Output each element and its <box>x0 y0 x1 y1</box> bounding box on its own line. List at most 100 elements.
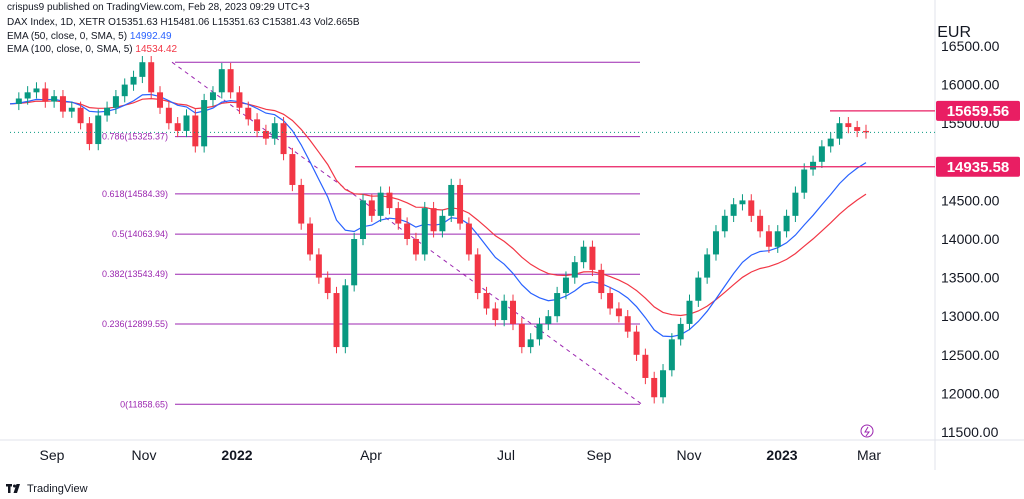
candle-body <box>474 254 481 294</box>
candle-body <box>333 293 340 348</box>
candle-body <box>421 208 428 255</box>
candle-body <box>104 107 111 116</box>
candle-body <box>642 354 649 378</box>
candle-body <box>704 254 711 278</box>
candle-body <box>59 96 66 112</box>
x-tick-label: Sep <box>40 447 65 463</box>
x-tick-label: Jul <box>497 447 515 463</box>
fib-level-label: 0.618(14584.39) <box>102 189 168 199</box>
candle-body <box>218 69 225 93</box>
candle-body <box>227 69 234 93</box>
candle-body <box>439 215 446 232</box>
fib-level-label: 0.236(12899.55) <box>102 319 168 329</box>
y-tick-label: 12500.00 <box>941 347 1000 363</box>
candle-body <box>377 192 384 216</box>
candle-body <box>827 138 834 147</box>
candle-body <box>510 300 517 324</box>
candle-body <box>24 92 31 99</box>
candle-body <box>430 208 437 232</box>
y-tick-label: 12000.00 <box>941 385 1000 401</box>
candle-body <box>148 62 155 93</box>
ema100-label: EMA (100, close, 0, SMA, 5) <box>7 44 133 55</box>
fib-level-label: 0.382(13543.49) <box>102 269 168 279</box>
candle-body <box>412 239 419 255</box>
candle-body <box>677 323 684 340</box>
candle-body <box>15 98 22 104</box>
candle-body <box>589 246 596 270</box>
candle-body <box>598 269 605 294</box>
fib-level-label: 0.5(14063.94) <box>112 229 168 239</box>
candle-body <box>712 231 719 255</box>
candle-body <box>33 88 40 93</box>
candle-body <box>192 115 199 147</box>
footer: TradingView <box>6 483 88 495</box>
candle-body <box>130 76 137 85</box>
x-tick-label: 2023 <box>766 447 797 463</box>
candle-body <box>580 246 587 263</box>
candle-body <box>183 115 190 131</box>
candle-body <box>774 231 781 247</box>
y-tick-label: 13500.00 <box>941 270 1000 286</box>
x-tick-label: Apr <box>360 447 382 463</box>
candle-body <box>457 184 464 224</box>
candle-body <box>624 316 631 332</box>
y-tick-label: 14500.00 <box>941 192 1000 208</box>
candle-body <box>633 331 640 355</box>
candle-body <box>483 293 490 309</box>
candle-body <box>545 316 552 324</box>
candle-body <box>492 308 499 321</box>
candle-body <box>765 231 772 247</box>
candle-body <box>554 293 561 317</box>
candle-body <box>660 370 667 398</box>
candle-body <box>201 100 208 147</box>
candle-body <box>368 200 375 216</box>
candle-body <box>342 285 349 348</box>
candle-body <box>615 308 622 317</box>
candle-body <box>68 107 75 112</box>
candle-body <box>298 184 305 224</box>
candle-body <box>51 96 58 102</box>
candle-body <box>818 146 825 162</box>
y-tick-label: 11500.00 <box>941 424 999 440</box>
y-tick-label: 14000.00 <box>941 231 1000 247</box>
candle-body <box>271 123 278 139</box>
ohlc-values: O15351.63 H15481.06 L15351.63 C15381.43 … <box>108 17 360 28</box>
candle-body <box>254 119 261 131</box>
candle-body <box>386 192 393 209</box>
candle-body <box>139 62 146 77</box>
candle-body <box>651 377 658 398</box>
candle-body <box>695 277 702 301</box>
event-marker-icon <box>860 424 874 438</box>
ema50-label: EMA (50, close, 0, SMA, 5) <box>7 31 128 42</box>
y-tick-label: 13000.00 <box>941 308 1000 324</box>
price-tag-box <box>936 100 1020 121</box>
candle-body <box>748 200 755 216</box>
candle-body <box>165 107 172 124</box>
candle-body <box>42 88 49 102</box>
candle-body <box>280 123 287 155</box>
price-tag-label: 15659.56 <box>947 103 1010 120</box>
candle-body <box>121 84 128 97</box>
symbol-legend: DAX Index, 1D, XETR O15351.63 H15481.06 … <box>7 17 359 28</box>
fib-level-label: 0(11858.65) <box>120 399 168 409</box>
publish-info: crispus9 published on TradingView.com, F… <box>7 2 310 13</box>
candle-body <box>404 223 411 239</box>
candle-body <box>209 92 216 101</box>
candle-body <box>77 107 84 124</box>
x-tick-label: Nov <box>677 447 702 463</box>
candle-body <box>86 123 93 145</box>
ema100-legend: EMA (100, close, 0, SMA, 5) 14534.42 <box>7 44 177 55</box>
candle-body <box>836 123 843 139</box>
tradingview-logo-icon <box>6 484 20 493</box>
candle-body <box>562 277 569 294</box>
y-tick-label: 16000.00 <box>941 77 1000 93</box>
x-tick-label: Mar <box>857 447 881 463</box>
candle-body <box>783 215 790 232</box>
candle-body <box>739 200 746 205</box>
candle-body <box>571 262 578 278</box>
candle-body <box>792 192 799 216</box>
ema50-legend: EMA (50, close, 0, SMA, 5) 14992.49 <box>7 31 172 42</box>
candle-body <box>536 323 543 340</box>
footer-brand: TradingView <box>27 483 88 495</box>
